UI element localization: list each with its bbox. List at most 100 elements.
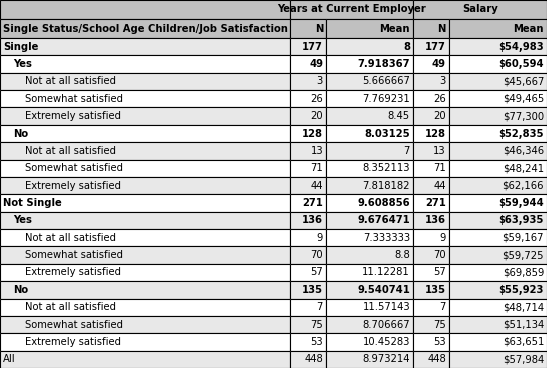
Bar [0, 38, 290, 55]
Text: 8.03125: 8.03125 [364, 128, 410, 138]
Bar [413, 125, 449, 142]
Bar [449, 73, 547, 90]
Text: 448: 448 [304, 354, 323, 364]
Bar [290, 351, 326, 368]
Bar [290, 142, 326, 160]
Bar [413, 264, 449, 281]
Bar [290, 142, 326, 160]
Bar [290, 38, 326, 55]
Text: 7.333333: 7.333333 [363, 233, 410, 243]
Bar [449, 194, 547, 212]
Bar [290, 229, 326, 247]
Bar [326, 90, 413, 107]
Bar [326, 247, 413, 264]
Text: Not at all satisfied: Not at all satisfied [25, 146, 116, 156]
Bar [413, 298, 449, 316]
Text: 8.8: 8.8 [394, 250, 410, 260]
Bar [326, 19, 413, 38]
Text: Somewhat satisfied: Somewhat satisfied [25, 319, 123, 330]
Text: No: No [13, 128, 28, 138]
Bar [0, 142, 290, 160]
Bar [449, 247, 547, 264]
Text: 75: 75 [433, 319, 446, 330]
Bar [449, 229, 547, 247]
Text: $54,983: $54,983 [498, 42, 544, 52]
Text: 177: 177 [425, 42, 446, 52]
Text: Extremely satisfied: Extremely satisfied [25, 181, 121, 191]
Text: 135: 135 [302, 285, 323, 295]
Text: 11.57143: 11.57143 [362, 302, 410, 312]
Text: 9.540741: 9.540741 [357, 285, 410, 295]
Bar [0, 90, 290, 107]
Bar [0, 316, 290, 333]
Text: Not at all satisfied: Not at all satisfied [25, 77, 116, 86]
Text: $52,835: $52,835 [498, 128, 544, 138]
Text: 8.352113: 8.352113 [363, 163, 410, 173]
Bar [413, 0, 547, 19]
Bar [290, 19, 326, 38]
Bar [413, 316, 449, 333]
Bar [326, 73, 413, 90]
Bar [290, 160, 326, 177]
Bar [449, 55, 547, 73]
Text: 271: 271 [302, 198, 323, 208]
Text: 3: 3 [317, 77, 323, 86]
Bar [449, 351, 547, 368]
Text: $77,300: $77,300 [503, 111, 544, 121]
Bar [449, 212, 547, 229]
Bar [449, 264, 547, 281]
Bar [326, 351, 413, 368]
Bar [0, 333, 290, 351]
Bar [326, 38, 413, 55]
Text: $46,346: $46,346 [503, 146, 544, 156]
Bar [0, 247, 290, 264]
Bar [0, 194, 290, 212]
Bar [0, 0, 290, 19]
Bar [290, 125, 326, 142]
Bar [290, 55, 326, 73]
Bar [326, 333, 413, 351]
Bar [290, 316, 326, 333]
Bar [413, 90, 449, 107]
Text: $57,984: $57,984 [503, 354, 544, 364]
Bar [0, 333, 290, 351]
Bar [0, 298, 290, 316]
Bar [290, 160, 326, 177]
Text: Single Status/School Age Children/Job Satisfaction: Single Status/School Age Children/Job Sa… [3, 24, 288, 33]
Text: Extremely satisfied: Extremely satisfied [25, 111, 121, 121]
Bar [290, 73, 326, 90]
Bar [413, 247, 449, 264]
Text: 128: 128 [425, 128, 446, 138]
Bar [0, 38, 290, 55]
Bar [413, 0, 547, 19]
Text: 13: 13 [310, 146, 323, 156]
Bar [290, 19, 326, 38]
Text: 448: 448 [427, 354, 446, 364]
Text: $49,465: $49,465 [503, 94, 544, 104]
Bar [290, 90, 326, 107]
Bar [290, 177, 326, 194]
Bar [413, 142, 449, 160]
Bar [326, 212, 413, 229]
Bar [449, 316, 547, 333]
Bar [290, 298, 326, 316]
Bar [326, 90, 413, 107]
Bar [0, 107, 290, 125]
Text: 9.676471: 9.676471 [357, 215, 410, 225]
Text: 177: 177 [302, 42, 323, 52]
Bar [413, 55, 449, 73]
Bar [290, 247, 326, 264]
Bar [290, 90, 326, 107]
Bar [449, 212, 547, 229]
Text: 9: 9 [440, 233, 446, 243]
Bar [326, 247, 413, 264]
Bar [413, 90, 449, 107]
Bar [0, 177, 290, 194]
Text: Somewhat satisfied: Somewhat satisfied [25, 250, 123, 260]
Bar [413, 247, 449, 264]
Text: Not at all satisfied: Not at all satisfied [25, 233, 116, 243]
Bar [290, 333, 326, 351]
Bar [326, 107, 413, 125]
Bar [290, 247, 326, 264]
Bar [413, 194, 449, 212]
